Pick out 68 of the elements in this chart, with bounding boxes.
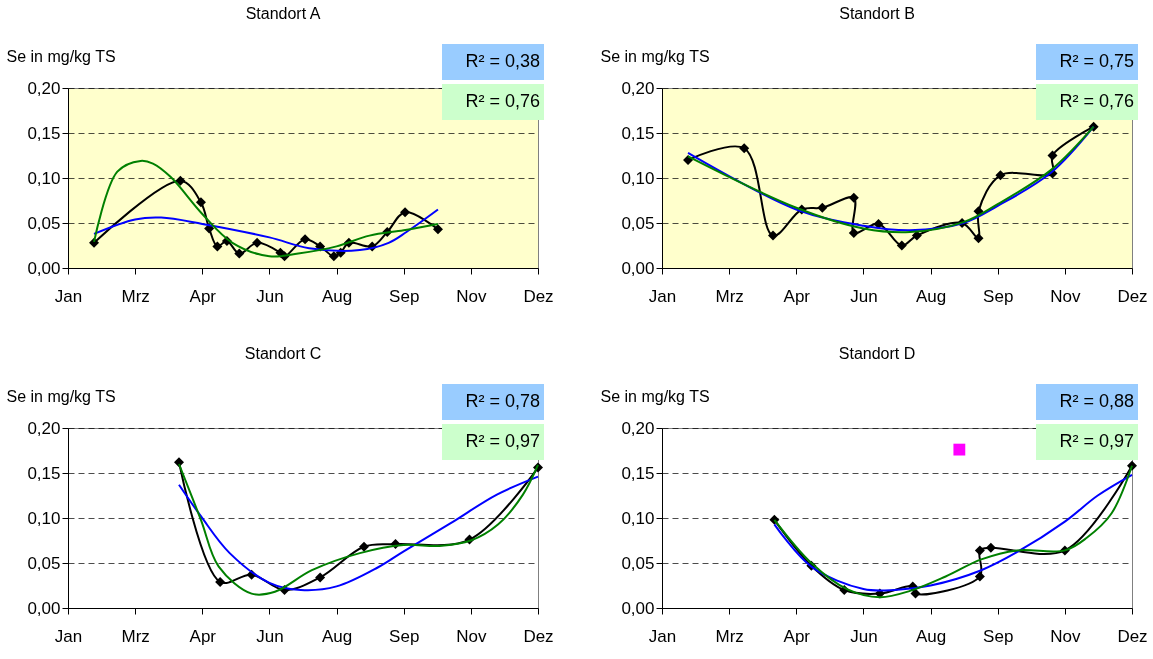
chart-title: Standort B bbox=[839, 5, 915, 22]
text: R² = 0,78 bbox=[465, 391, 540, 411]
annotation: R² = 0,76 bbox=[465, 91, 540, 111]
x-tick-label: Nov bbox=[1050, 626, 1081, 646]
x-tick-label: Apr bbox=[189, 286, 217, 306]
x-tick-label: Dez bbox=[1117, 286, 1148, 306]
y-axis-title: Se in mg/kg TS bbox=[6, 387, 116, 405]
x-tick-label: Jan bbox=[54, 626, 83, 646]
text: R² = 0,38 bbox=[465, 51, 540, 71]
y-tick-label: 0,10 bbox=[621, 508, 655, 528]
annotation: R² = 0,97 bbox=[465, 431, 540, 451]
y-tick-label: 0,05 bbox=[621, 213, 655, 233]
x-tick-label: Jan bbox=[648, 286, 677, 306]
x-tick-label: Apr bbox=[189, 626, 217, 646]
y-tick-label: 0,20 bbox=[621, 418, 655, 438]
x-tick-label: Nov bbox=[1050, 286, 1081, 306]
x-tick-label: Nov bbox=[456, 626, 487, 646]
x-tick-label: Jan bbox=[648, 626, 677, 646]
x-tick-label: Sep bbox=[983, 286, 1014, 306]
y-tick-label: 0,05 bbox=[27, 213, 61, 233]
y-tick-label: 0,00 bbox=[27, 598, 61, 618]
chart-title: Standort A bbox=[245, 5, 321, 22]
y-tick-label: 0,15 bbox=[621, 463, 655, 483]
x-tick-label: Mrz bbox=[121, 286, 150, 306]
x-tick-label: Mrz bbox=[715, 286, 744, 306]
x-tick-label: Aug bbox=[321, 286, 353, 306]
x-tick-label: Mrz bbox=[715, 626, 744, 646]
x-tick-label: Sep bbox=[983, 626, 1014, 646]
y-tick-label: 0,15 bbox=[27, 123, 61, 143]
annotation: R² = 0,76 bbox=[1059, 91, 1134, 111]
y-tick-label: 0,20 bbox=[27, 78, 61, 98]
x-tick-label: Jan bbox=[54, 286, 83, 306]
chart-title: Standort D bbox=[838, 345, 916, 362]
y-tick-label: 0,00 bbox=[27, 258, 61, 278]
x-tick-label: Jun bbox=[850, 286, 878, 306]
x-tick-label: Dez bbox=[1117, 626, 1148, 646]
x-tick-label: Mrz bbox=[121, 626, 150, 646]
y-tick-label: 0,00 bbox=[621, 258, 655, 278]
y-tick-label: 0,15 bbox=[621, 123, 655, 143]
y-axis-title: Se in mg/kg TS bbox=[600, 387, 710, 405]
x-tick-label: Aug bbox=[321, 626, 353, 646]
x-tick-label: Aug bbox=[915, 286, 947, 306]
y-tick-label: 0,00 bbox=[621, 598, 655, 618]
x-tick-label: Apr bbox=[783, 286, 811, 306]
x-tick-label: Nov bbox=[456, 286, 487, 306]
y-tick-label: 0,20 bbox=[27, 418, 61, 438]
x-tick-label: Jun bbox=[256, 626, 284, 646]
x-tick-label: Sep bbox=[389, 286, 420, 306]
y-axis-title: Se in mg/kg TS bbox=[600, 47, 710, 65]
x-tick-label: Dez bbox=[523, 626, 554, 646]
chart-title: Standort C bbox=[244, 345, 322, 362]
y-tick-label: 0,10 bbox=[27, 168, 61, 188]
y-tick-label: 0,15 bbox=[27, 463, 61, 483]
x-tick-label: Aug bbox=[915, 626, 947, 646]
text: R² = 0,75 bbox=[1059, 51, 1134, 71]
x-tick-label: Dez bbox=[523, 286, 554, 306]
y-tick-label: 0,10 bbox=[27, 508, 61, 528]
y-tick-label: 0,10 bbox=[621, 168, 655, 188]
y-tick-label: 0,05 bbox=[27, 553, 61, 573]
x-tick-label: Sep bbox=[389, 626, 420, 646]
x-tick-label: Apr bbox=[783, 626, 811, 646]
y-tick-label: 0,20 bbox=[621, 78, 655, 98]
text: R² = 0,88 bbox=[1059, 391, 1134, 411]
annotation: R² = 0,97 bbox=[1059, 431, 1134, 451]
x-tick-label: Jun bbox=[850, 626, 878, 646]
y-tick-label: 0,05 bbox=[621, 553, 655, 573]
y-axis-title: Se in mg/kg TS bbox=[6, 47, 116, 65]
x-tick-label: Jun bbox=[256, 286, 284, 306]
